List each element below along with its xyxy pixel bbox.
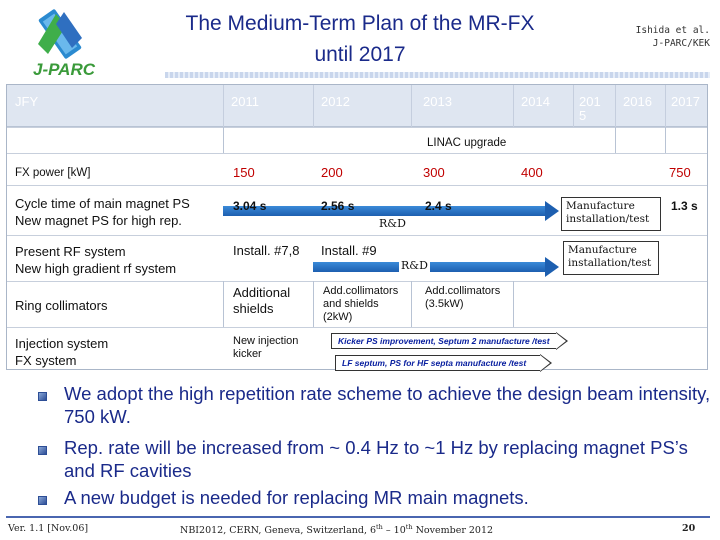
linac-upgrade-label: LINAC upgrade (427, 137, 507, 149)
row-label-rf-line2: New high gradient rf system (15, 261, 177, 276)
kicker-ps-arrow: Kicker PS improvement, Septum 2 manufact… (331, 333, 557, 349)
ring-2012: Add.collimators and shields (2kW) (323, 285, 398, 324)
rf-2011: Install. #7,8 (233, 243, 300, 258)
rf-manufacture-box: Manufacture installation/test (563, 241, 659, 275)
footer-event-sup1: th (376, 523, 383, 531)
ring-2012-line2: and shields (323, 298, 379, 310)
cycle-arrow-head (545, 201, 559, 221)
footer-divider (6, 516, 710, 518)
author: Ishida et al. J-PARC/KEK (600, 24, 710, 50)
header-2014: 2014 (521, 94, 550, 109)
rf-rd-label: R&D (399, 259, 430, 272)
cycle-manufacture-box: Manufacture installation/test (561, 197, 661, 231)
cycle-2013: 2.4 s (425, 199, 452, 213)
footer-event-part2: – 10 (382, 525, 406, 537)
author-line-1: Ishida et al. (635, 25, 710, 36)
ring-2012-line3: (2kW) (323, 311, 353, 323)
rf-box-line1: Manufacture (568, 244, 637, 256)
injection-2011-line1: New injection (233, 335, 299, 347)
cycle-arrow (223, 206, 545, 216)
cycle-rd-label: R&D (377, 217, 408, 230)
header-2013: 2013 (423, 94, 452, 109)
bullet-2-text: Rep. rate will be increased from ~ 0.4 H… (64, 437, 688, 481)
header-2015-part2: 5 (579, 108, 587, 123)
fx-power-2012: 200 (321, 165, 343, 180)
injection-2011: New injection kicker (233, 335, 298, 361)
footer-version: Ver. 1.1 [Nov.06] (8, 523, 89, 534)
page-title: The Medium-Term Plan of the MR-FX until … (160, 8, 560, 70)
cycle-box-line1: Manufacture (566, 200, 635, 212)
title-line-2: until 2017 (314, 43, 406, 66)
row-label-cycle-line1: Cycle time of main magnet PS (15, 196, 190, 211)
table-header-row (7, 85, 707, 127)
header-2017: 2017 (671, 94, 700, 109)
rf-box-line2: installation/test (568, 257, 652, 269)
row-label-rf: Present RF system New high gradient rf s… (15, 243, 176, 277)
cycle-box-line2: installation/test (566, 213, 650, 225)
rf-arrow-head (545, 257, 559, 277)
title-line-1: The Medium-Term Plan of the MR-FX (185, 12, 535, 35)
row-label-cycle-line2: New magnet PS for high rep. (15, 213, 182, 228)
row-label-injection: Injection system FX system (15, 335, 108, 369)
row-label-injection-line2: FX system (15, 353, 77, 368)
fx-power-2017: 750 (669, 165, 691, 180)
footer-event-part1: NBI2012, CERN, Geneva, Switzerland, 6 (180, 525, 377, 537)
header-divider (165, 72, 710, 78)
lf-septum-arrow-head (540, 354, 552, 372)
fx-power-2013: 300 (423, 165, 445, 180)
header-2015-part1: 201 (579, 94, 601, 109)
fx-power-2011: 150 (233, 165, 255, 180)
row-label-injection-line1: Injection system (15, 336, 109, 351)
bullet-marker (38, 496, 47, 505)
author-line-2: J-PARC/KEK (652, 38, 710, 49)
cycle-2011: 3.04 s (233, 199, 267, 213)
footer-event-sup2: th (405, 523, 413, 531)
header-2016: 2016 (623, 94, 652, 109)
footer-event: NBI2012, CERN, Geneva, Switzerland, 6th … (180, 523, 493, 536)
row-label-cycle: Cycle time of main magnet PS New magnet … (15, 195, 190, 229)
j-parc-logo: J-PARC (33, 9, 96, 79)
header-2012: 2012 (321, 94, 350, 109)
bullet-1-text: We adopt the high repetition rate scheme… (64, 383, 711, 427)
logo-text: J-PARC (33, 60, 96, 79)
rf-2012: Install. #9 (321, 243, 377, 258)
ring-2013-line2: (3.5kW) (425, 298, 464, 310)
ring-2011: Additional shields (233, 285, 290, 317)
cycle-2012: 2.56 s (321, 199, 355, 213)
ring-2013: Add.collimators (3.5kW) (425, 285, 500, 311)
bullet-1: We adopt the high repetition rate scheme… (38, 383, 718, 429)
ring-2012-line1: Add.collimators (323, 285, 399, 297)
cycle-2017: 1.3 s (671, 199, 698, 213)
ring-2011-line1: Additional (233, 285, 291, 300)
page-number: 20 (682, 523, 696, 534)
header-2015: 201 5 (579, 95, 601, 123)
ring-2013-line1: Add.collimators (425, 285, 501, 297)
row-label-fx-power: FX power [kW] (15, 167, 91, 179)
bullet-3-text: A new budget is needed for replacing MR … (64, 487, 529, 508)
ring-2011-line2: shields (233, 301, 274, 316)
lf-septum-arrow: LF septum, PS for HF septa manufacture /… (335, 355, 541, 371)
row-label-rf-line1: Present RF system (15, 244, 126, 259)
bullet-2: Rep. rate will be increased from ~ 0.4 H… (38, 437, 718, 483)
row-label-ring-collimators: Ring collimators (15, 298, 108, 313)
kicker-ps-arrow-head (556, 332, 568, 350)
header-2011: 2011 (231, 94, 259, 109)
bullet-marker (38, 392, 47, 401)
footer-event-part3: November 2012 (412, 525, 494, 537)
bullet-marker (38, 446, 47, 455)
fx-power-2014: 400 (521, 165, 543, 180)
header-jfy: JFY (15, 94, 39, 109)
injection-2011-line2: kicker (233, 348, 262, 360)
plan-table: JFY 2011 2012 2013 2014 201 5 2016 2017 … (6, 84, 708, 372)
bullet-3: A new budget is needed for replacing MR … (38, 487, 718, 511)
